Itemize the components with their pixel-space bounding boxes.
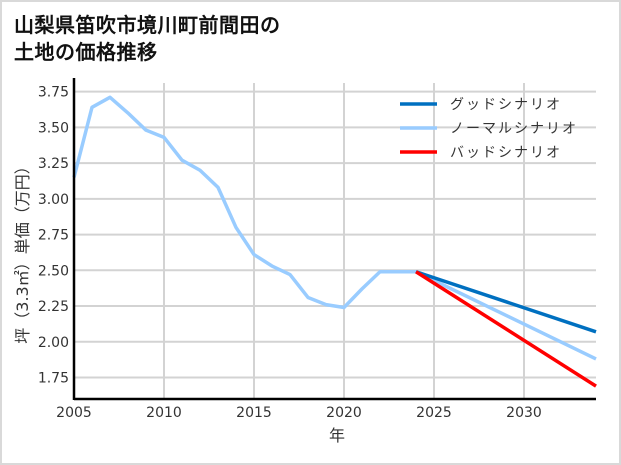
y-tick-label: 2.75	[38, 228, 69, 244]
chart-title: 山梨県笛吹市境川町前間田の 土地の価格推移	[14, 12, 281, 66]
y-tick-label: 1.75	[38, 371, 69, 387]
x-tick-label: 2020	[326, 405, 362, 421]
legend-label: バッドシナリオ	[450, 145, 562, 161]
y-tick-label: 3.25	[38, 156, 69, 172]
x-tick-label: 2010	[146, 405, 182, 421]
series-line	[415, 270, 597, 334]
y-axis-label: 坪（3.3㎡）単価（万円）	[13, 158, 32, 343]
series-line	[415, 270, 597, 388]
x-tick-label: 2015	[236, 405, 272, 421]
x-axis-label: 年	[329, 426, 345, 445]
x-tick-label: 2030	[506, 405, 542, 421]
data-series	[72, 95, 597, 388]
title-line-1: 山梨県笛吹市境川町前間田の	[14, 13, 281, 37]
y-tick-label: 3.50	[38, 120, 69, 136]
gridlines	[74, 83, 596, 399]
x-tick-label: 2025	[416, 405, 452, 421]
y-tick-label: 2.50	[38, 263, 69, 279]
series-line	[72, 95, 597, 361]
title-line-2: 土地の価格推移	[14, 40, 158, 64]
legend-label: グッドシナリオ	[450, 97, 562, 113]
y-tick-label: 2.00	[38, 335, 69, 351]
y-tick-label: 2.25	[38, 299, 69, 315]
axes	[72, 78, 596, 401]
x-tick-label: 2005	[56, 405, 92, 421]
legend-label: ノーマルシナリオ	[450, 121, 578, 137]
y-tick-label: 3.00	[38, 192, 69, 208]
tick-labels: 2005 2010 2015 2020 2025 2030 1.75 2.00 2.25 2.50…	[38, 85, 542, 421]
y-tick-label: 3.75	[38, 85, 69, 101]
